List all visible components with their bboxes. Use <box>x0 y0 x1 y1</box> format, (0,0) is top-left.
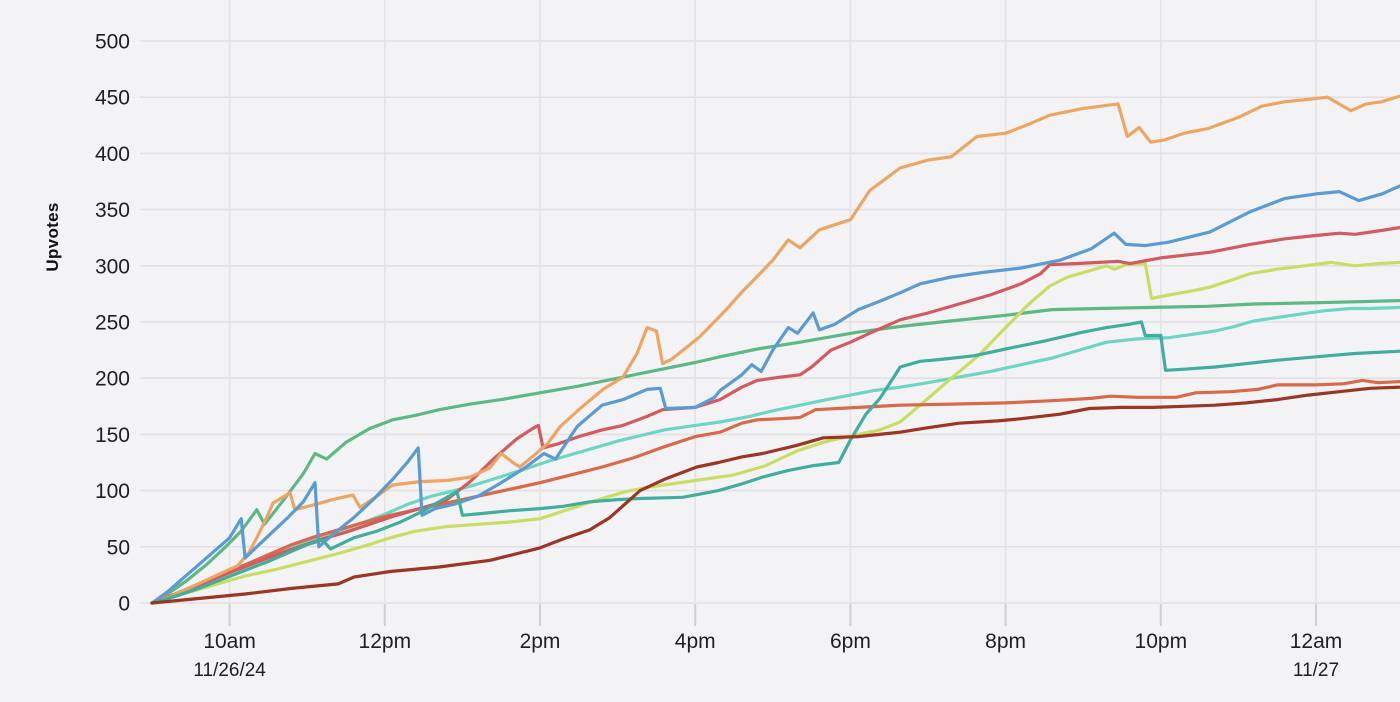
y-tick-label: 350 <box>95 199 130 222</box>
x-tick-label: 6pm <box>830 630 871 653</box>
y-tick-label: 50 <box>107 536 130 559</box>
series-line-coral <box>150 378 1400 605</box>
y-grid-and-labels: 0 50 100 150 200 250 300 350 400 450 500 <box>95 31 1400 616</box>
y-tick-label: 250 <box>95 312 130 335</box>
series-line-turquoise <box>150 305 1400 605</box>
x-tick-label: 2pm <box>520 630 561 653</box>
y-tick-label: 0 <box>118 593 130 616</box>
y-tick-label: 200 <box>95 368 130 391</box>
y-tick-label: 150 <box>95 424 130 447</box>
series-line-blue <box>150 184 1400 605</box>
y-tick-label: 100 <box>95 480 130 503</box>
series-lines <box>150 94 1400 605</box>
x-tick-label: 8pm <box>985 630 1026 653</box>
series-line-orange <box>150 94 1400 605</box>
x-tick-date-label: 11/26/24 <box>193 660 266 681</box>
x-tick-label: 10pm <box>1135 630 1188 653</box>
y-tick-label: 450 <box>95 87 130 110</box>
series-line-teal <box>150 320 1400 605</box>
y-tick-label: 300 <box>95 255 130 278</box>
series-line-salmon <box>150 226 1400 605</box>
y-tick-label: 500 <box>95 31 130 54</box>
series-line-darkred <box>150 385 1400 605</box>
y-axis-title: Upvotes <box>43 202 62 271</box>
x-tick-label: 12am <box>1290 630 1343 653</box>
x-tick-date-label: 11/27 <box>1293 660 1339 681</box>
x-tick-label: 10am <box>203 630 256 653</box>
series-line-green <box>150 299 1400 605</box>
x-grid-and-labels: 10am 11/26/24 12pm 2pm 4pm 6pm 8pm 10pm 12am 11/2… <box>193 0 1342 681</box>
series-line-lime <box>150 260 1400 605</box>
y-tick-label: 400 <box>95 143 130 166</box>
x-tick-label: 12pm <box>359 630 412 653</box>
x-tick-label: 4pm <box>675 630 716 653</box>
